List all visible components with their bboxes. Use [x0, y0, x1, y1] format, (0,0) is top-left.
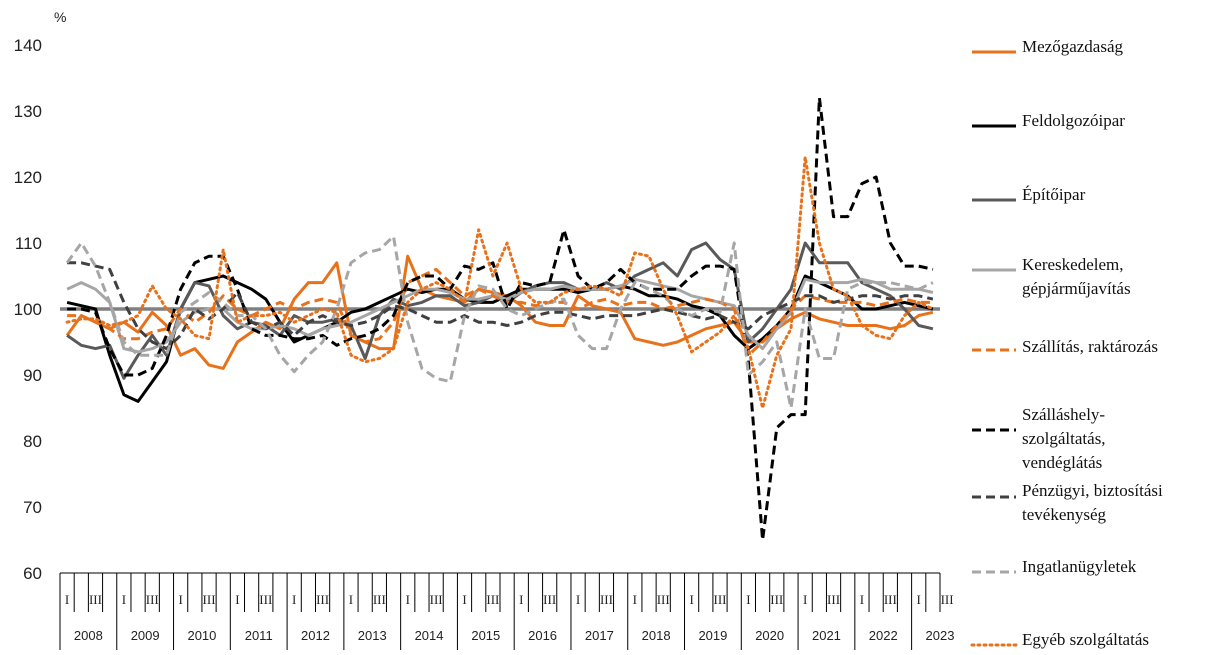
quarter-label: I — [122, 592, 126, 607]
quarter-label: III — [203, 592, 216, 607]
y-tick-label: 70 — [23, 498, 42, 517]
quarter-label: III — [600, 592, 613, 607]
series-line-1 — [65, 254, 934, 370]
quarter-label: I — [178, 592, 182, 607]
y-tick-label: 60 — [23, 564, 42, 583]
y-tick-label: 130 — [14, 102, 42, 121]
year-label: 2021 — [812, 628, 841, 643]
y-tick-label: 90 — [23, 366, 42, 385]
year-label: 2016 — [528, 628, 557, 643]
year-label: 2023 — [926, 628, 955, 643]
quarter-label: I — [860, 592, 864, 607]
quarter-label: I — [235, 592, 239, 607]
year-label: 2010 — [187, 628, 216, 643]
quarter-label: I — [633, 592, 637, 607]
year-label: 2018 — [642, 628, 671, 643]
legend-label-2: Feldolgozóipar — [1022, 111, 1125, 130]
year-label: 2012 — [301, 628, 330, 643]
quarter-label: III — [316, 592, 329, 607]
quarter-label: I — [803, 592, 807, 607]
year-label: 2011 — [245, 628, 273, 643]
legend-label-1: Mezőgazdaság — [1022, 37, 1124, 56]
quarter-label: I — [292, 592, 296, 607]
quarter-label: III — [373, 592, 386, 607]
quarter-label: III — [827, 592, 840, 607]
legend-label-6: Szálláshely-szolgáltatás, vendéglátás — [1022, 405, 1106, 472]
quarter-label: III — [714, 592, 727, 607]
y-tick-label: 110 — [15, 234, 42, 253]
y-tick-label: 140 — [14, 36, 42, 55]
quarter-label: III — [259, 592, 272, 607]
quarter-label: III — [543, 592, 556, 607]
series-line-8 — [65, 234, 934, 410]
legend-label-3: Építőipar — [1022, 185, 1086, 204]
legend-label-5: Szállítás, raktározás — [1022, 337, 1158, 356]
quarter-label: I — [406, 592, 410, 607]
series-line-6 — [67, 96, 934, 542]
quarter-label: III — [430, 592, 443, 607]
quarter-label: I — [746, 592, 750, 607]
legend-label-8: Ingatlanügyletek — [1022, 557, 1137, 576]
y-tick-label: 120 — [14, 168, 42, 187]
quarter-label: III — [657, 592, 670, 607]
quarter-label: I — [349, 592, 353, 607]
series-line-9 — [65, 155, 935, 410]
quarter-label: III — [486, 592, 499, 607]
quarter-label: I — [576, 592, 580, 607]
series-line-5 — [67, 267, 933, 357]
legend-label-7: Pénzügyi, biztosítási tevékenység — [1022, 481, 1163, 524]
quarter-label: III — [941, 592, 954, 607]
year-label: 2008 — [74, 628, 103, 643]
year-label: 2014 — [415, 628, 444, 643]
quarter-label: III — [89, 592, 102, 607]
legend-label-4: Kereskedelem, gépjárműjavítás — [1022, 255, 1131, 298]
legend-label-9: Egyéb szolgáltatás — [1022, 630, 1149, 649]
quarter-label: III — [146, 592, 159, 607]
y-tick-label: 80 — [23, 432, 42, 451]
year-label: 2013 — [358, 628, 387, 643]
year-label: 2020 — [755, 628, 784, 643]
quarter-label: I — [65, 592, 69, 607]
quarter-label: I — [462, 592, 466, 607]
y-unit-label: % — [54, 9, 66, 25]
quarter-label: I — [519, 592, 523, 607]
y-tick-label: 100 — [14, 300, 42, 319]
quarter-label: III — [770, 592, 783, 607]
quarter-label: I — [917, 592, 921, 607]
quarter-label: I — [689, 592, 693, 607]
year-label: 2009 — [131, 628, 160, 643]
year-label: 2015 — [471, 628, 500, 643]
series-line-3 — [66, 241, 934, 380]
year-label: 2019 — [698, 628, 727, 643]
quarter-label: III — [884, 592, 897, 607]
year-label: 2017 — [585, 628, 614, 643]
year-label: 2022 — [869, 628, 898, 643]
